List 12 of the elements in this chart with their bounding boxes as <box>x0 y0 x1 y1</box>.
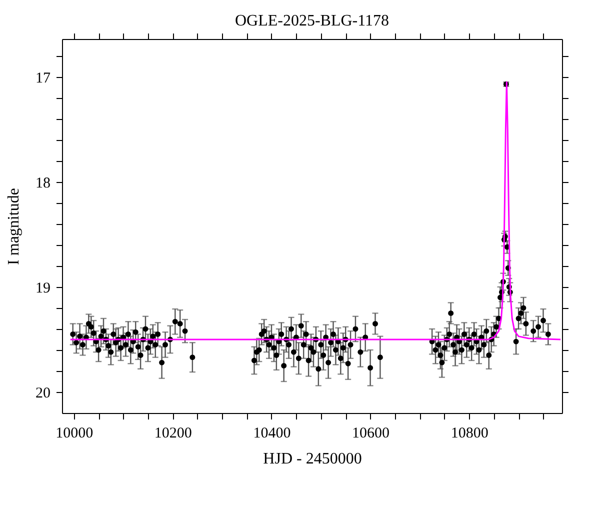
x-tick-label: 10000 <box>56 426 94 442</box>
y-tick-label: 17 <box>36 70 51 86</box>
x-axis-title: HJD - 2450000 <box>263 450 362 468</box>
x-tick-label: 10200 <box>154 426 192 442</box>
x-tick-label: 10600 <box>352 426 390 442</box>
x-tick-label: 10800 <box>450 426 488 442</box>
y-tick-label: 20 <box>36 385 50 402</box>
y-tick-label: 18 <box>36 175 50 192</box>
chart-title: OGLE-2025-BLG-1178 <box>234 12 390 30</box>
y-axis-title: I magnitude <box>6 188 22 265</box>
y-tick-label: 19 <box>36 280 50 296</box>
x-tick-label: 10400 <box>253 426 291 442</box>
